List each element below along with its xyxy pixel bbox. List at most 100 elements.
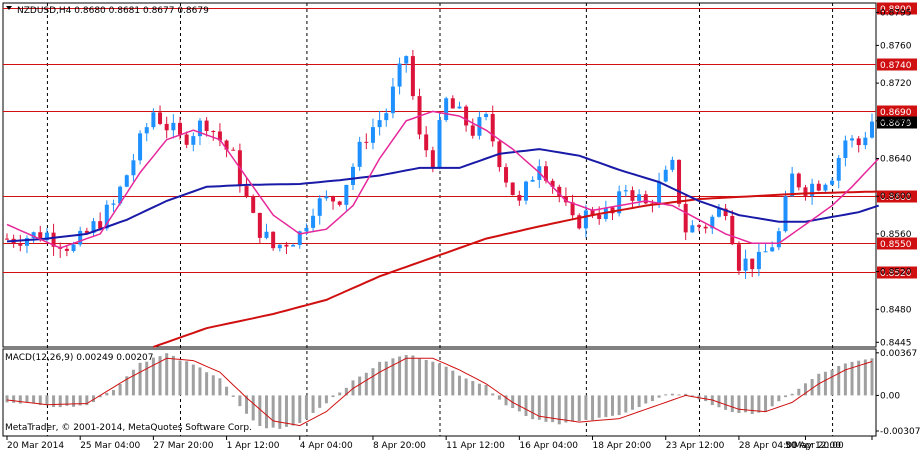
candle-body	[138, 133, 143, 161]
macd-bar	[850, 361, 854, 396]
macd-bar	[644, 395, 648, 404]
macd-bar	[477, 383, 481, 396]
candle-body	[856, 138, 861, 146]
macd-bar	[52, 395, 56, 408]
macd-bar	[764, 395, 768, 413]
candle-body	[251, 196, 256, 213]
level-price-label: 0.8520	[880, 269, 912, 279]
macd-bar	[111, 390, 115, 396]
candle-body	[397, 63, 402, 87]
candle-body	[524, 181, 528, 201]
macd-bar	[837, 365, 841, 396]
candle-body	[297, 231, 302, 245]
level-price-badge	[877, 2, 917, 15]
candle-body	[104, 204, 109, 229]
macd-bar	[630, 395, 634, 410]
price-tick-label: 0.8795	[880, 8, 912, 18]
candle-body	[457, 106, 462, 109]
macd-bar	[511, 395, 515, 409]
candle-body	[870, 121, 874, 138]
macd-tick-label: 0.00367	[880, 349, 917, 359]
candle-body	[623, 190, 628, 192]
macd-bar	[205, 372, 209, 396]
candle-body	[790, 173, 795, 197]
candle-body	[590, 210, 595, 215]
macd-bar	[178, 360, 182, 396]
macd-bar	[777, 395, 781, 402]
copyright-text: MetaTrader, © 2001-2014, MetaQuotes Soft…	[5, 423, 252, 433]
candle-body	[490, 113, 495, 142]
candle-body	[810, 183, 815, 196]
candle-body	[370, 127, 375, 143]
macd-bar	[617, 395, 621, 416]
candle-body	[71, 244, 76, 251]
macd-bar	[364, 372, 368, 396]
price-tick-label: 0.8640	[880, 155, 912, 165]
macd-bar	[690, 395, 694, 397]
candle-body	[703, 226, 708, 229]
candle-body	[796, 173, 801, 188]
macd-bar	[311, 395, 315, 413]
macd-bar	[670, 393, 674, 396]
macd-bar	[158, 356, 162, 396]
macd-bar	[471, 381, 475, 396]
candle-body	[437, 120, 442, 168]
macd-bar	[524, 395, 528, 417]
macd-bar	[145, 361, 149, 396]
macd-bar	[378, 361, 382, 396]
candle-body	[830, 180, 835, 185]
macd-bar	[717, 395, 721, 408]
candle-body	[337, 201, 342, 205]
macd-header: MACD(12,26,9) 0.00249 0.00207	[5, 353, 154, 363]
candle-body	[331, 196, 336, 202]
candle-body	[843, 140, 848, 158]
macd-bar	[803, 383, 807, 396]
macd-bar	[258, 395, 262, 427]
candle-body	[351, 166, 355, 185]
candle-body	[697, 225, 701, 227]
candle-body	[410, 56, 415, 97]
candle-body	[863, 137, 868, 146]
macd-bar	[371, 368, 375, 396]
macd-bar	[664, 394, 668, 396]
macd-bar	[358, 376, 362, 396]
macd-bar	[125, 376, 129, 396]
macd-bar	[591, 395, 595, 421]
candle-body	[517, 195, 522, 201]
macd-bar	[571, 395, 575, 422]
macd-bar	[218, 378, 222, 396]
candle-body	[84, 230, 89, 233]
candle-body	[5, 238, 9, 240]
macd-bar	[438, 363, 441, 396]
candle-body	[264, 231, 269, 238]
candle-body	[384, 113, 389, 121]
macd-bar	[291, 395, 295, 426]
level-price-label: 0.8690	[880, 108, 912, 118]
macd-bar	[65, 395, 69, 406]
candle-body	[643, 194, 648, 204]
candle-body	[257, 212, 262, 238]
macd-bar	[5, 395, 9, 403]
macd-bar	[737, 395, 741, 413]
price-tick-label: 0.8560	[880, 230, 912, 240]
macd-bar	[118, 384, 122, 396]
candle-body	[304, 227, 309, 232]
candle-body	[404, 56, 409, 64]
candle-body	[38, 232, 43, 241]
dropdown-arrow-icon[interactable]	[6, 6, 12, 10]
macd-bar	[584, 395, 588, 420]
macd-bar	[78, 395, 82, 406]
candle-body	[836, 157, 841, 181]
candle-body	[803, 187, 808, 196]
macd-bar	[564, 395, 568, 423]
macd-bar	[624, 395, 628, 413]
candle-body	[78, 230, 83, 245]
macd-bar	[531, 395, 535, 420]
macd-bar	[185, 361, 189, 396]
candle-body	[763, 251, 768, 253]
level-price-label: 0.8550	[880, 240, 912, 250]
candle-body	[657, 181, 662, 204]
symbol-header: NZDUSD,H4 0.8680 0.8681 0.8677 0.8679	[17, 6, 209, 16]
